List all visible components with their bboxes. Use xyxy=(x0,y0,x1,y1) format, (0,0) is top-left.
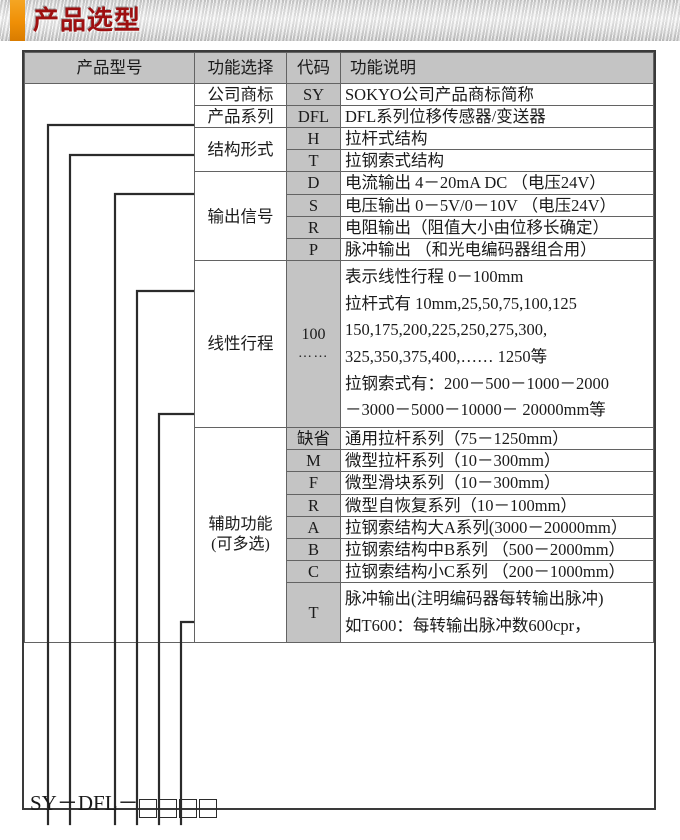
code-value: A xyxy=(286,515,341,539)
description-text: DFL系列位移传感器/变送器 xyxy=(340,105,654,129)
model-code-box[interactable] xyxy=(158,798,177,818)
table-row: A 拉钢索结构大A系列(3000－20000mm） xyxy=(25,515,654,539)
description-text: SOKYO公司产品商标简称 xyxy=(340,82,654,107)
column-header-code: 代码 xyxy=(286,52,341,84)
description-text: 拉钢索式结构 xyxy=(340,149,654,173)
code-value: R xyxy=(286,215,341,239)
description-text: 电阻输出（阻值大小由位移长确定） xyxy=(340,215,654,239)
page-title: 产品选型 xyxy=(33,6,142,36)
table-row: 公司商标 SY SOKYO公司产品商标简称 xyxy=(24,82,654,826)
header-accent-bar xyxy=(10,0,25,41)
code-ellipsis: …… xyxy=(298,346,329,362)
product-selection-table: 产品型号 功能选择 代码 功能说明 xyxy=(22,50,656,826)
code-value: T xyxy=(286,149,341,173)
model-diagram-cell xyxy=(24,82,195,826)
description-text: 电流输出 4－20mA DC （电压24V） xyxy=(340,171,654,195)
description-text: 微型滑块系列（10－300mm） xyxy=(340,471,654,495)
table-row: 辅助功能 (可多选) 缺省 通用拉杆系列（75－1250mm） xyxy=(25,427,654,644)
model-code-box[interactable] xyxy=(138,798,157,818)
function-name: 产品系列 xyxy=(194,105,287,129)
code-value: D xyxy=(286,171,341,195)
table-row: M 微型拉杆系列（10－300mm） xyxy=(25,449,654,473)
description-text: 电压输出 0－5V/0－10V （电压24V） xyxy=(340,193,654,217)
code-value: SY xyxy=(286,82,341,107)
description-text: 通用拉杆系列（75－1250mm） xyxy=(340,427,654,451)
model-code-prefix: SY－DFL－ xyxy=(30,791,139,815)
description-text: 拉杆式结构 xyxy=(340,127,654,151)
code-value: 100 …… xyxy=(286,259,341,429)
code-value: R xyxy=(286,493,341,517)
table-header-row: 产品型号 功能选择 代码 功能说明 xyxy=(24,52,654,84)
model-code-boxes xyxy=(138,794,219,819)
function-name: 结构形式 xyxy=(194,127,287,173)
description-text: 拉钢索结构大A系列(3000－20000mm） xyxy=(340,515,654,539)
column-header-description: 功能说明 xyxy=(340,52,654,84)
table-row: F 微型滑块系列（10－300mm） xyxy=(25,471,654,495)
code-value: DFL xyxy=(286,105,341,129)
table-row: 线性行程 100 …… 表示线性行程 0－100mm 拉杆式有 10mm,25,… xyxy=(25,259,654,429)
table-row: 结构形式 H 拉杆式结构 xyxy=(25,127,654,173)
table-row: C 拉钢索结构小C系列 （200－1000mm） xyxy=(25,559,654,583)
model-code-box[interactable] xyxy=(178,798,197,818)
table-row: P 脉冲输出 （和光电编码器组合用） xyxy=(25,237,654,261)
function-name: 输出信号 xyxy=(194,171,287,261)
description-text: 微型自恢复系列（10－100mm） xyxy=(340,493,654,517)
table-row: R 电阻输出（阻值大小由位移长确定） xyxy=(25,215,654,239)
function-name-note: (可多选) xyxy=(211,536,270,554)
page-header-bar: 产品选型 xyxy=(0,0,680,41)
description-text: 脉冲输出(注明编码器每转输出脉冲) 如T600：每转输出脉冲数600cpr， xyxy=(340,581,654,644)
code-value: T xyxy=(286,581,341,644)
code-value: B xyxy=(286,537,341,561)
column-header-function: 功能选择 xyxy=(194,52,287,84)
description-text: 拉钢索结构中B系列 （500－2000mm） xyxy=(340,537,654,561)
table-row: 产品系列 DFL DFL系列位移传感器/变送器 xyxy=(25,105,654,129)
code-value: S xyxy=(286,193,341,217)
description-text: 脉冲输出 （和光电编码器组合用） xyxy=(340,237,654,261)
function-name: 线性行程 xyxy=(194,259,287,429)
description-text: 拉钢索结构小C系列 （200－1000mm） xyxy=(340,559,654,583)
table-row: T 脉冲输出(注明编码器每转输出脉冲) 如T600：每转输出脉冲数600cpr， xyxy=(25,581,654,644)
code-value: P xyxy=(286,237,341,261)
description-text: 微型拉杆系列（10－300mm） xyxy=(340,449,654,473)
code-value: F xyxy=(286,471,341,495)
table-row: B 拉钢索结构中B系列 （500－2000mm） xyxy=(25,537,654,561)
function-name-primary: 辅助功能 xyxy=(208,515,273,533)
code-value: H xyxy=(286,127,341,151)
function-name: 公司商标 xyxy=(194,82,287,107)
description-text: 表示线性行程 0－100mm 拉杆式有 10mm,25,50,75,100,12… xyxy=(340,259,654,429)
table-row: R 微型自恢复系列（10－100mm） xyxy=(25,493,654,517)
code-primary: 100 xyxy=(301,325,326,343)
model-code-legend: SY－DFL－ xyxy=(30,787,219,819)
table-row: S 电压输出 0－5V/0－10V （电压24V） xyxy=(25,193,654,217)
table-row: T 拉钢索式结构 xyxy=(25,149,654,173)
code-value: 缺省 xyxy=(286,427,341,451)
column-header-model: 产品型号 xyxy=(24,52,195,84)
function-name: 辅助功能 (可多选) xyxy=(194,427,287,644)
code-value: M xyxy=(286,449,341,473)
model-code-box[interactable] xyxy=(198,798,217,818)
code-value: C xyxy=(286,559,341,583)
